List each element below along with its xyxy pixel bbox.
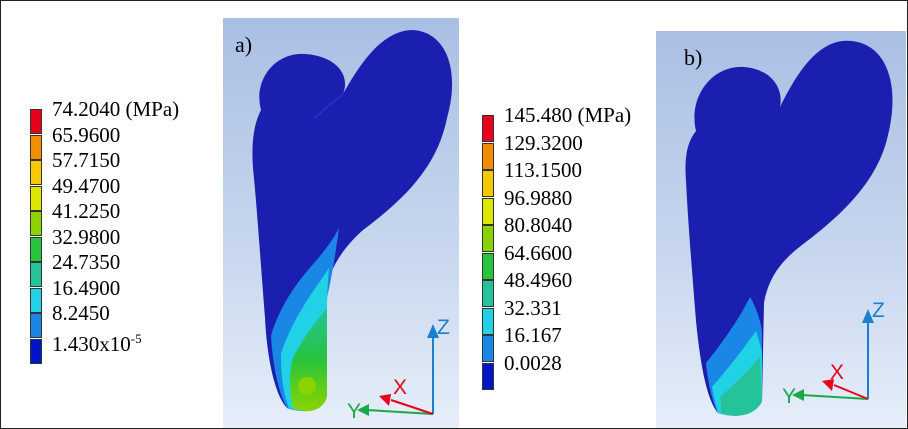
legend-b-swatch bbox=[482, 335, 494, 362]
axis-z-label-a: Z bbox=[437, 316, 450, 339]
legend-a-swatch bbox=[30, 262, 42, 287]
legend-b-swatch bbox=[482, 142, 494, 170]
coordinate-axes-a: Z Y X bbox=[347, 316, 450, 423]
legend-a-swatch bbox=[30, 211, 42, 236]
legend-b-swatch bbox=[482, 307, 494, 335]
legend-a-value: 24.7350 bbox=[52, 250, 121, 274]
legend-a-value: 41.2250 bbox=[52, 199, 121, 223]
legend-b-value: 32.331 bbox=[504, 295, 562, 320]
legend-b-value: 0.0028 bbox=[504, 350, 562, 375]
legend-b-value: 48.4960 bbox=[504, 268, 573, 292]
legend-a-swatch bbox=[30, 160, 42, 185]
legend-a-min-base: 1.430x10 bbox=[52, 331, 131, 356]
axis-y-label-b: Y bbox=[782, 385, 796, 408]
legend-a-value: 74.2040 (MPa) bbox=[52, 97, 180, 121]
axis-y-label-a: Y bbox=[347, 400, 361, 423]
axis-x-label-a: X bbox=[393, 376, 407, 399]
legend-a-swatch bbox=[30, 236, 42, 262]
panel-b-label: b) bbox=[684, 45, 703, 70]
legend-a-value: 8.2450 bbox=[52, 301, 110, 325]
legend-b-value: 145.480 (MPa) bbox=[504, 103, 632, 127]
legend-b-swatch bbox=[482, 362, 494, 390]
legend-a-swatch bbox=[30, 134, 42, 160]
femur-b-model: Z Y X bbox=[685, 40, 893, 416]
legend-a-value: 65.9600 bbox=[52, 122, 121, 147]
legend-b-value: 64.6600 bbox=[504, 240, 573, 265]
axis-z-label-b: Z bbox=[872, 299, 885, 322]
legend-a-min-exponent: -5 bbox=[130, 330, 142, 346]
legend-b-value: 129.3200 bbox=[504, 130, 583, 155]
legend-b-swatch bbox=[482, 252, 494, 280]
panel-b: b) Z Y X bbox=[656, 31, 906, 428]
legend-b-value: 16.167 bbox=[504, 323, 562, 347]
legend-a-swatch bbox=[30, 185, 42, 211]
legend-a-value: 57.7150 bbox=[52, 148, 121, 172]
legend-b-value: 96.9880 bbox=[504, 185, 573, 210]
legend-a-swatch bbox=[30, 109, 42, 134]
coordinate-axes-b: Z Y X bbox=[782, 299, 885, 408]
axis-x-label-b: X bbox=[830, 361, 844, 384]
panel-a: a) bbox=[223, 18, 459, 428]
legend-b-swatch bbox=[482, 197, 494, 225]
legend-a-min-value: 1.430x10-5 bbox=[52, 327, 142, 356]
legend-a-value: 32.9800 bbox=[52, 224, 121, 249]
legend-a-value: 16.4900 bbox=[52, 275, 121, 300]
legend-b-value: 80.8040 bbox=[504, 213, 573, 237]
legend-b-swatch bbox=[482, 280, 494, 307]
legend-a-swatch bbox=[30, 338, 42, 364]
panel-a-label: a) bbox=[235, 32, 253, 57]
legend-b-value: 113.1500 bbox=[504, 158, 582, 182]
legend-b-swatch bbox=[482, 170, 494, 197]
femur-a-model: Z Y X bbox=[252, 30, 453, 423]
legend-a-swatch bbox=[30, 313, 42, 338]
legend-b-swatch bbox=[482, 225, 494, 252]
legend-a-value: 49.4700 bbox=[52, 173, 121, 198]
legend-a-swatch bbox=[30, 287, 42, 313]
legend-b-swatch bbox=[482, 115, 494, 142]
